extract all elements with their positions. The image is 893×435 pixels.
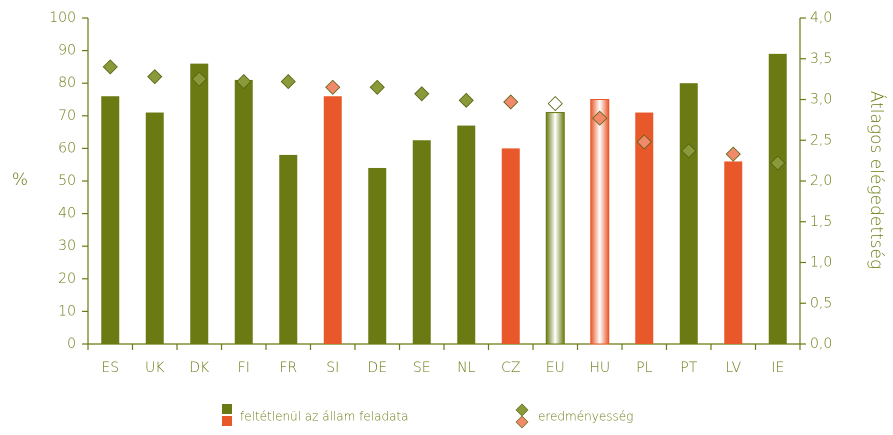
x-tick-label: HU: [589, 360, 610, 376]
diamond: [547, 96, 563, 112]
bar: [590, 99, 610, 345]
diamond: [280, 74, 296, 90]
y2-tick-label: 2,0: [810, 173, 832, 189]
bar: [234, 79, 253, 344]
diamond: [503, 94, 519, 110]
y2-tick-label: 1,0: [810, 255, 832, 271]
y2-tick-label: 1,5: [810, 214, 832, 230]
legend-diamond: [515, 415, 529, 429]
diamond: [147, 69, 163, 85]
legend-label: eredményesség: [538, 410, 633, 424]
bar: [635, 112, 654, 344]
bar: [323, 96, 342, 345]
bar: [190, 63, 209, 344]
diamond: [102, 59, 118, 75]
x-tick-label: DK: [189, 360, 210, 376]
y2-axis-label: Átlagos elégedettség: [866, 91, 888, 269]
bar: [101, 96, 120, 345]
x-tick-label: SI: [326, 360, 339, 376]
y2-tick-label: 0,0: [810, 336, 832, 352]
bar: [724, 161, 743, 344]
x-tick-label: LV: [725, 360, 741, 376]
y-tick-label: 80: [58, 75, 76, 91]
y-tick-label: 90: [58, 43, 76, 59]
diamond: [681, 143, 697, 159]
y-axis-label: %: [12, 170, 28, 190]
legend-label: feltétlenül az állam feladata: [240, 410, 408, 424]
legend-swatch: [222, 404, 232, 414]
diamond: [325, 79, 341, 95]
y-tick-label: 0: [67, 336, 76, 352]
x-tick-label: PL: [636, 360, 652, 376]
y2-tick-label: 2,5: [810, 132, 832, 148]
diamond: [191, 71, 207, 87]
x-tick-label: NL: [457, 360, 475, 376]
diamond: [458, 92, 474, 108]
bar: [457, 125, 476, 344]
legend-diamond: [515, 403, 529, 417]
legend-swatch: [222, 416, 232, 426]
y2-tick-label: 3,0: [810, 92, 832, 108]
y-tick-label: 60: [58, 140, 76, 156]
bar: [145, 112, 164, 344]
y-tick-label: 10: [58, 303, 76, 319]
diamond: [636, 134, 652, 150]
x-tick-label: DE: [367, 360, 387, 376]
x-tick-label: CZ: [501, 360, 520, 376]
x-tick-label: ES: [101, 360, 119, 376]
x-tick-label: PT: [680, 360, 697, 376]
y-tick-label: 30: [58, 238, 76, 254]
y2-tick-label: 3,5: [810, 51, 832, 67]
x-tick-label: SE: [413, 360, 431, 376]
diamond: [592, 110, 608, 126]
x-tick-label: UK: [145, 360, 165, 376]
diamond: [770, 155, 786, 171]
bar: [412, 140, 431, 344]
bar: [679, 83, 698, 344]
bar: [501, 148, 520, 344]
x-tick-label: EU: [546, 360, 565, 376]
diamond: [414, 86, 430, 102]
y-tick-label: 70: [58, 108, 76, 124]
y-tick-label: 100: [49, 10, 76, 26]
y2-tick-label: 0,5: [810, 295, 832, 311]
diamond: [725, 146, 741, 162]
bar: [768, 53, 787, 345]
x-tick-label: IE: [771, 360, 784, 376]
x-tick-label: FR: [279, 360, 297, 376]
bar: [545, 112, 565, 345]
bar: [368, 167, 387, 344]
y2-tick-label: 4,0: [810, 10, 832, 26]
diamond: [236, 74, 252, 90]
y-tick-label: 50: [58, 173, 76, 189]
y-tick-label: 20: [58, 271, 76, 287]
diamond: [369, 79, 385, 95]
y-tick-label: 40: [58, 206, 76, 222]
bar: [279, 154, 298, 344]
x-tick-label: FI: [238, 360, 250, 376]
